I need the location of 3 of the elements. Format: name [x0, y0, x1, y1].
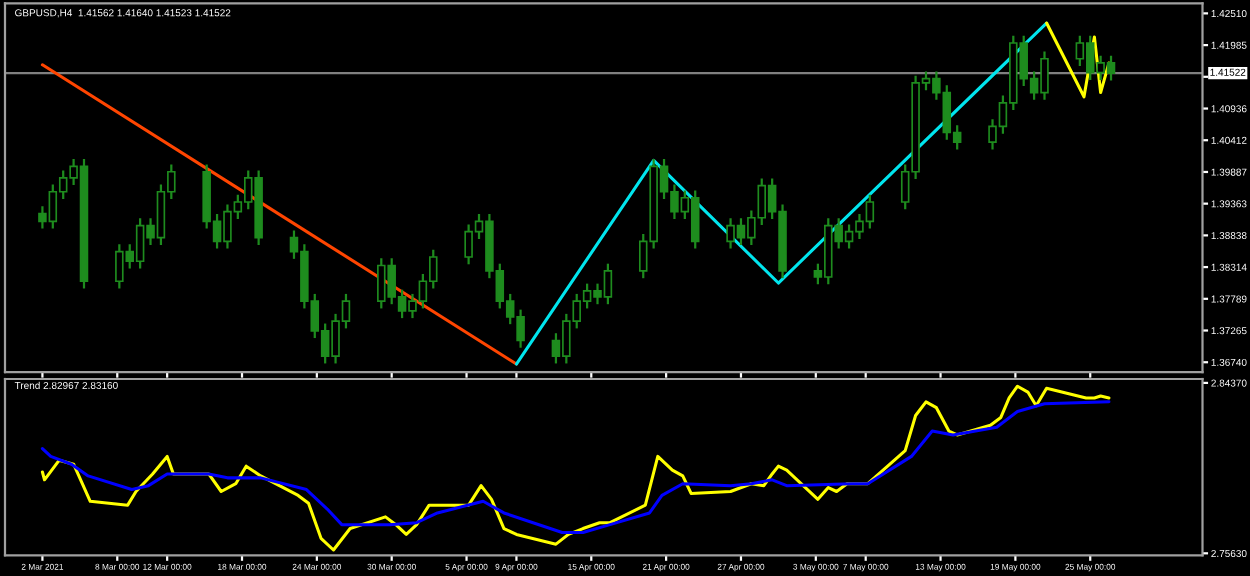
line-series	[40, 400, 1111, 534]
line-series	[40, 384, 1111, 552]
line-series	[514, 21, 1049, 366]
